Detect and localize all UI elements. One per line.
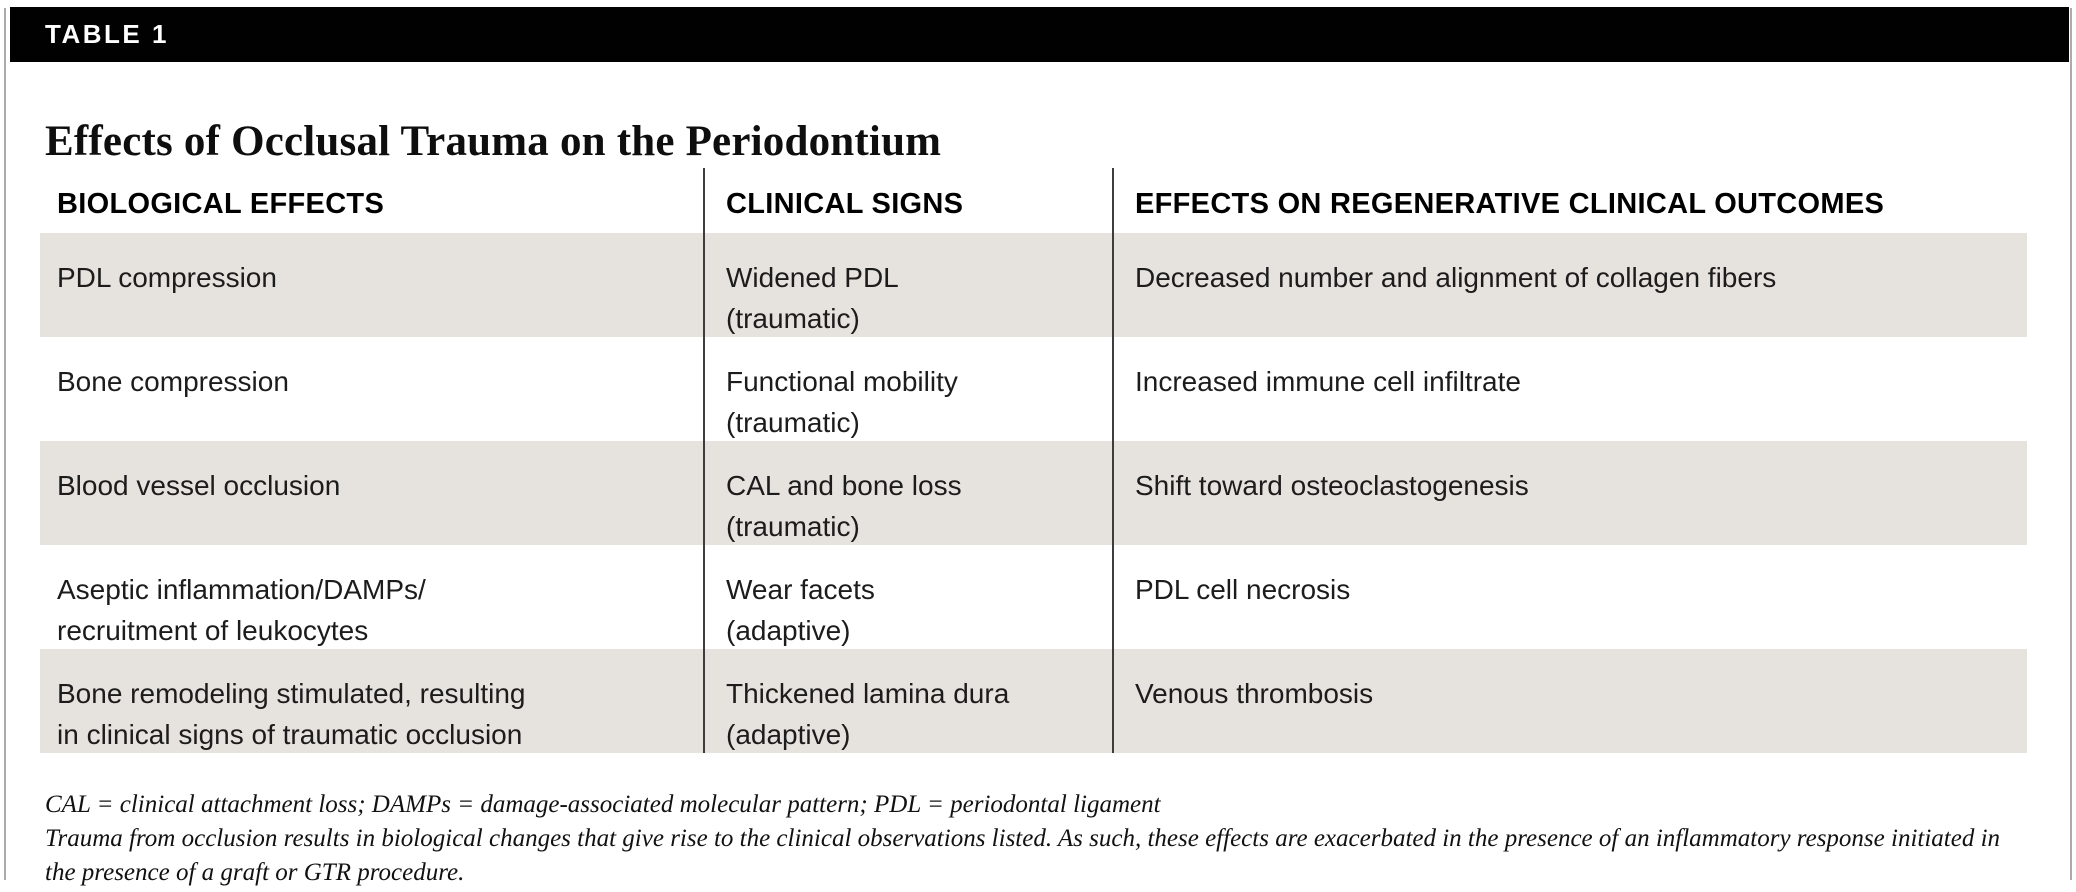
cell-clinical: Wear facets (adaptive) — [703, 545, 1112, 649]
cell-clinical: Widened PDL (traumatic) — [703, 233, 1112, 337]
column-header-regenerative-outcomes: EFFECTS ON REGENERATIVE CLINICAL OUTCOME… — [1112, 168, 2027, 233]
cell-biological: PDL compression — [40, 233, 703, 337]
cell-clinical: Functional mobility (traumatic) — [703, 337, 1112, 441]
cell-outcome: Shift toward osteoclastogenesis — [1112, 441, 2027, 545]
footnote-abbreviations: CAL = clinical attachment loss; DAMPs = … — [45, 791, 1161, 818]
cell-outcome: Increased immune cell infiltrate — [1112, 337, 2027, 441]
footnote-block: CAL = clinical attachment loss; DAMPs = … — [45, 788, 2035, 890]
column-header-biological-effects: BIOLOGICAL EFFECTS — [57, 188, 385, 220]
table-number-label: TABLE 1 — [45, 19, 169, 49]
cell-outcome: Venous thrombosis — [1112, 649, 2027, 753]
effects-table: BIOLOGICAL EFFECTS CLINICAL SIGNS EFFECT… — [40, 168, 2027, 753]
table-banner: TABLE 1 — [10, 7, 2069, 62]
cell-outcome: PDL cell necrosis — [1112, 545, 2027, 649]
cell-outcome: Decreased number and alignment of collag… — [1112, 233, 2027, 337]
cell-clinical: Thickened lamina dura (adaptive) — [703, 649, 1112, 753]
footnote-note: Trauma from occlusion results in biologi… — [45, 825, 2001, 886]
figure-title: Effects of Occlusal Trauma on the Period… — [45, 117, 942, 165]
cell-biological: Blood vessel occlusion — [40, 441, 703, 545]
column-header-clinical-signs: CLINICAL SIGNS — [703, 168, 1112, 233]
cell-clinical: CAL and bone loss (traumatic) — [703, 441, 1112, 545]
cell-biological: Aseptic inflammation/DAMPs/ recruitment … — [57, 574, 426, 646]
cell-biological: Bone remodeling stimulated, resulting in… — [40, 649, 703, 753]
cell-biological: Bone compression — [57, 366, 289, 397]
